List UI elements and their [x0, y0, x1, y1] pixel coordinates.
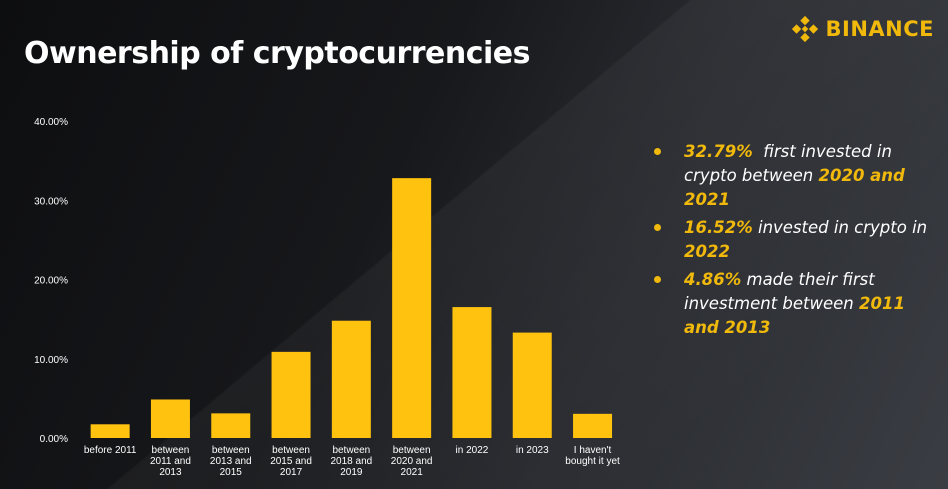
y-tick-label: 40.00%	[34, 117, 68, 128]
highlight-text: 4.86%	[684, 270, 742, 289]
x-tick-label: I haven't bought it yet	[565, 445, 620, 467]
x-tick-label: between 2018 and 2019	[330, 445, 372, 478]
bar	[573, 413, 613, 438]
bar	[452, 307, 492, 438]
highlight-text: 2011 and 2013	[684, 294, 911, 337]
bullet-icon	[654, 224, 661, 231]
bar	[211, 413, 251, 438]
y-tick-label: 10.00%	[34, 355, 68, 366]
key-finding-item: 32.79% first invested in crypto between …	[654, 140, 934, 212]
key-findings-list: 32.79% first invested in crypto between …	[654, 140, 934, 344]
key-finding-item: 16.52% invested in crypto in 2022	[654, 216, 934, 264]
y-tick-label: 20.00%	[34, 276, 68, 287]
brand-logo: BINANCE	[790, 12, 934, 46]
x-tick-label: between 2011 and 2013	[150, 445, 191, 478]
bar	[392, 178, 432, 438]
note-text: first invested in crypto between	[684, 142, 898, 185]
bullet-icon	[654, 276, 661, 283]
x-tick-label: between 2013 and 2015	[210, 445, 252, 478]
y-tick-label: 0.00%	[40, 434, 68, 445]
highlight-text: 32.79%	[684, 142, 753, 161]
x-tick-label: between 2015 and 2017	[270, 445, 312, 478]
page-title: Ownership of cryptocurrencies	[24, 36, 531, 71]
note-text: invested in crypto in	[752, 218, 933, 237]
note-text: made their first investment between	[684, 270, 880, 313]
x-tick-label: in 2023	[516, 445, 549, 456]
x-tick-label: between 2020 and 2021	[391, 445, 433, 478]
x-tick-label: in 2022	[456, 445, 489, 456]
x-tick-label: before 2011	[84, 445, 137, 456]
key-finding-item: 4.86% made their first investment betwee…	[654, 268, 934, 340]
y-tick-label: 30.00%	[34, 196, 68, 207]
bar	[150, 399, 190, 438]
bar	[512, 332, 552, 438]
bar	[90, 424, 130, 438]
highlight-text: 2022	[684, 242, 730, 261]
brand-name: BINANCE	[825, 17, 934, 41]
binance-logo-icon	[791, 15, 818, 43]
bar	[331, 320, 371, 438]
highlight-text: 2020 and 2021	[684, 166, 911, 209]
bar	[271, 351, 311, 438]
bullet-icon	[654, 148, 661, 155]
highlight-text: 16.52%	[684, 218, 753, 237]
